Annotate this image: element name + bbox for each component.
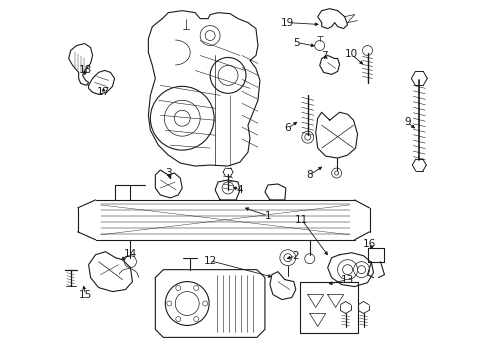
Text: 14: 14 bbox=[123, 249, 137, 259]
Text: 19: 19 bbox=[281, 18, 294, 28]
Text: 17: 17 bbox=[97, 87, 110, 97]
Text: 7: 7 bbox=[321, 51, 327, 62]
Text: 9: 9 bbox=[403, 117, 410, 127]
Text: 8: 8 bbox=[306, 170, 312, 180]
Text: 10: 10 bbox=[345, 49, 357, 59]
Text: 16: 16 bbox=[362, 239, 375, 249]
Text: 2: 2 bbox=[292, 251, 299, 261]
Text: 18: 18 bbox=[79, 66, 92, 76]
Text: 12: 12 bbox=[203, 256, 216, 266]
Text: 3: 3 bbox=[164, 168, 171, 178]
Text: 6: 6 bbox=[284, 123, 290, 133]
Text: 4: 4 bbox=[236, 185, 243, 195]
Bar bbox=[299, 282, 357, 333]
Text: 11: 11 bbox=[295, 215, 308, 225]
Text: 15: 15 bbox=[79, 289, 92, 300]
Text: 5: 5 bbox=[293, 37, 300, 48]
Text: 13: 13 bbox=[340, 275, 353, 285]
Text: 1: 1 bbox=[264, 211, 271, 221]
